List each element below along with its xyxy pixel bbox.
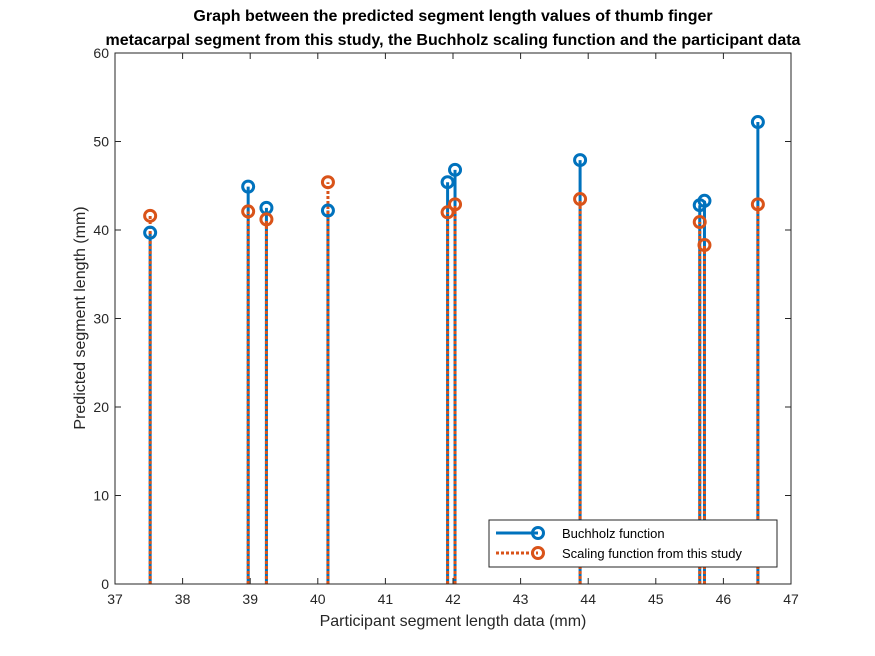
point-buchholz	[440, 175, 455, 190]
point-scaling	[750, 197, 765, 212]
point-buchholz	[750, 115, 765, 130]
legend-label-scaling: Scaling function from this study	[562, 546, 742, 561]
ticks-layer: 37 38 39 40 41 42 43 44 45 46 47 0 10 20 30 40 50 60	[93, 45, 799, 607]
y-tick-label: 10	[93, 488, 109, 504]
x-tick-label: 40	[310, 591, 326, 607]
chart-title-line-2: metacarpal segment from this study, the …	[106, 32, 801, 49]
y-tick-label: 30	[93, 311, 109, 327]
x-tick-label: 47	[783, 591, 799, 607]
y-tick-label: 20	[93, 399, 109, 415]
point-scaling	[241, 204, 256, 219]
x-axis-label: Participant segment length data (mm)	[320, 613, 587, 630]
legend-marker-scaling	[531, 546, 545, 560]
x-tick-label: 44	[580, 591, 596, 607]
point-scaling	[573, 192, 588, 207]
chart-title-line-1: Graph between the predicted segment leng…	[193, 8, 712, 25]
y-tick-label: 50	[93, 134, 109, 150]
legend-label-buchholz: Buchholz function	[562, 526, 665, 541]
point-buchholz	[320, 203, 335, 218]
x-tick-label: 43	[513, 591, 529, 607]
plot-area	[115, 53, 791, 584]
y-tick-label: 0	[101, 576, 109, 592]
x-tick-label: 37	[107, 591, 123, 607]
point-buchholz	[573, 153, 588, 168]
y-tick-label: 40	[93, 222, 109, 238]
y-axis-label: Predicted segment length (mm)	[72, 206, 89, 429]
x-tick-label: 45	[648, 591, 664, 607]
x-tick-label: 46	[716, 591, 732, 607]
point-scaling	[320, 175, 335, 190]
x-tick-label: 38	[175, 591, 191, 607]
point-buchholz	[697, 193, 712, 208]
point-buchholz	[143, 225, 158, 240]
point-scaling	[448, 197, 463, 212]
point-scaling	[697, 238, 712, 253]
point-buchholz	[241, 179, 256, 194]
point-scaling	[440, 205, 455, 220]
legend-marker-buchholz	[531, 526, 545, 540]
point-scaling	[692, 215, 707, 230]
x-tick-label: 41	[378, 591, 394, 607]
point-scaling	[259, 212, 274, 227]
legend: Buchholz function Scaling function from …	[488, 519, 778, 568]
point-buchholz	[448, 162, 463, 177]
y-tick-label: 60	[93, 45, 109, 61]
point-scaling	[143, 208, 158, 223]
x-tick-label: 39	[242, 591, 258, 607]
x-tick-label: 42	[445, 591, 461, 607]
stems-layer	[148, 122, 760, 584]
markers-layer	[143, 115, 765, 253]
